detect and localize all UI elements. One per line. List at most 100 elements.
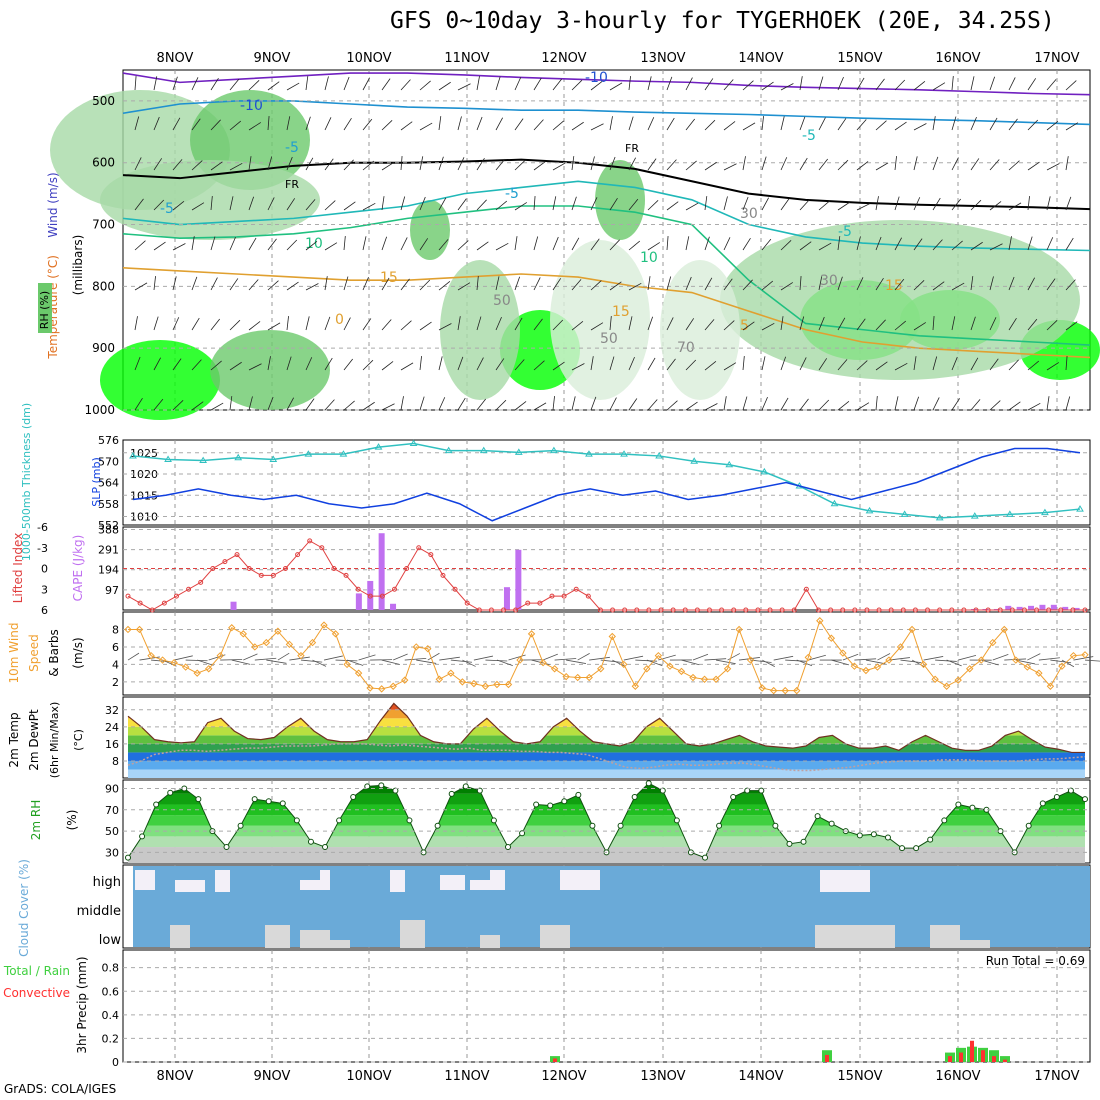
cloud-high-block xyxy=(560,870,600,890)
wind-barb xyxy=(704,196,708,211)
wind-barb xyxy=(723,121,736,131)
wind-barb xyxy=(1046,278,1056,291)
wind-barb xyxy=(932,156,939,171)
thickness-tick-label: 558 xyxy=(98,498,119,511)
thickness-marker xyxy=(725,460,734,468)
rh-marker xyxy=(772,822,779,829)
li-marker xyxy=(149,607,155,613)
wind-barb xyxy=(894,156,897,171)
wind-barb xyxy=(457,316,461,331)
wind10-barb xyxy=(231,659,251,665)
wind-barb xyxy=(324,357,333,371)
wind-barb xyxy=(970,116,977,131)
wind10-marker xyxy=(1023,663,1032,671)
wind-barb xyxy=(305,116,311,131)
wind-barb xyxy=(495,316,502,331)
wind10-barb xyxy=(473,655,494,661)
temp-band xyxy=(128,769,1085,778)
li-marker xyxy=(840,607,846,613)
wind-barb xyxy=(381,162,395,171)
wind-barb xyxy=(229,236,236,251)
top-date-label: 12NOV xyxy=(541,51,586,66)
wind-barb xyxy=(419,356,422,371)
wind-barb xyxy=(856,236,861,251)
wind-barb xyxy=(210,161,223,171)
li-marker xyxy=(743,607,749,613)
li-marker xyxy=(416,545,422,551)
thickness-marker xyxy=(865,506,874,514)
rh-tick-label: 50 xyxy=(105,825,119,838)
li-tick-label: 6 xyxy=(41,604,48,617)
wind-barb xyxy=(609,197,618,211)
panel-frame-1 xyxy=(122,439,1091,526)
rh-marker xyxy=(941,817,948,824)
wind-barb xyxy=(1027,277,1036,291)
wind-barb xyxy=(818,316,825,331)
wind-barb xyxy=(153,158,163,171)
wind-barb xyxy=(343,400,355,411)
contour-label: 15 xyxy=(612,304,630,320)
wind-barb xyxy=(647,399,658,411)
contour-label: -5 xyxy=(160,201,174,217)
cape-tick-label: 97 xyxy=(105,584,119,597)
rh-shading-blob xyxy=(595,160,645,240)
wind10-marker xyxy=(608,632,616,641)
cloud-high-block xyxy=(490,870,505,890)
wind-barb xyxy=(856,402,870,411)
wind-barb xyxy=(153,199,165,211)
wind-barb xyxy=(172,317,180,331)
wind10-marker xyxy=(666,662,674,670)
wind10-marker xyxy=(331,630,340,638)
wind-barb xyxy=(780,157,788,171)
bottom-date-label: 17NOV xyxy=(1034,1069,1079,1084)
wind-barb xyxy=(419,122,433,131)
li-marker xyxy=(246,566,252,571)
wind10-barb xyxy=(566,659,586,664)
wind10-marker xyxy=(470,679,478,688)
wind-barb xyxy=(267,396,274,411)
contour-label: 30 xyxy=(740,206,758,222)
wind-barb xyxy=(229,396,233,411)
wind-barb xyxy=(286,116,291,131)
cape-bar xyxy=(230,601,237,610)
temp-tick-label: 16 xyxy=(105,738,119,751)
wind-barb xyxy=(571,196,577,211)
wind-barb xyxy=(419,279,431,291)
li-marker xyxy=(319,545,325,551)
slp-axis-label: SLP (mb) xyxy=(90,457,103,507)
wind10-barb xyxy=(692,653,709,661)
wind-barb xyxy=(799,157,808,171)
wind-barb xyxy=(685,202,699,211)
wind-barb xyxy=(324,242,338,251)
wind10-barb xyxy=(773,655,794,661)
wind-barb xyxy=(1027,360,1040,371)
wind-barb xyxy=(457,83,471,91)
wind-barb xyxy=(533,119,544,131)
wind-barb xyxy=(571,121,584,131)
isotherm-10 xyxy=(122,205,1091,346)
precip-total-label: Total / Rain xyxy=(3,964,70,978)
wind-barb xyxy=(134,356,141,371)
wind10-marker xyxy=(700,675,709,683)
wind-barb xyxy=(913,322,927,331)
wind-barb xyxy=(837,118,847,131)
wind-barb xyxy=(324,200,336,211)
wind-barb xyxy=(875,236,882,251)
contour-label: 10 xyxy=(640,250,658,266)
wind-barb xyxy=(609,116,613,131)
wind-barb xyxy=(1065,356,1068,371)
wind-barb xyxy=(989,400,1001,411)
wind-barb xyxy=(343,236,346,251)
thickness-marker xyxy=(199,456,208,464)
wind-barb xyxy=(286,281,299,291)
rh-shading-blob xyxy=(660,260,740,400)
wind-barb xyxy=(666,117,675,131)
li-marker xyxy=(476,607,482,613)
wind10-marker xyxy=(597,665,605,673)
precip-conv-bar xyxy=(825,1054,829,1062)
wind-barbs xyxy=(134,76,1079,411)
wind10-marker xyxy=(493,680,501,689)
rh-marker xyxy=(504,844,511,851)
li-marker xyxy=(258,572,264,578)
wind-barb xyxy=(134,76,137,91)
